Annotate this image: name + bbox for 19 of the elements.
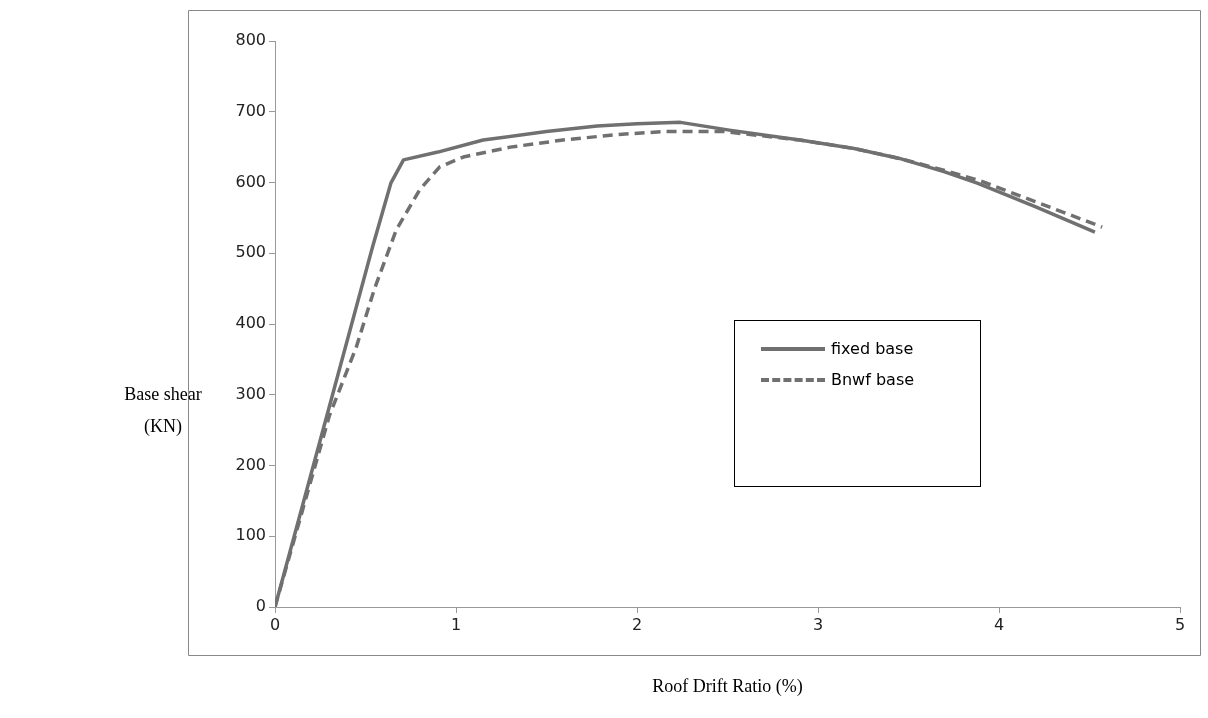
y-tick-label: 400 xyxy=(235,313,266,333)
y-tick-label: 600 xyxy=(235,171,266,191)
x-tick-label: 3 xyxy=(812,614,824,634)
y-tick-label: 0 xyxy=(255,596,266,616)
legend-label: Bnwf base xyxy=(831,370,915,389)
y-tick-label: 300 xyxy=(235,383,266,403)
y-tick-label: 800 xyxy=(235,30,266,50)
y-tick-label: 700 xyxy=(235,100,266,120)
y-tick-label: 100 xyxy=(235,525,266,545)
x-tick-label: 4 xyxy=(993,614,1005,634)
x-tick-label: 1 xyxy=(450,614,462,634)
y-axis-title: Base shear (KN) xyxy=(123,383,203,438)
legend-label: fixed base xyxy=(831,339,914,358)
x-axis-title: Roof Drift Ratio (%) xyxy=(651,676,804,697)
x-tick-label: 2 xyxy=(631,614,643,634)
y-tick-label: 200 xyxy=(235,454,266,474)
y-tick-label: 500 xyxy=(235,242,266,262)
x-tick-label: 5 xyxy=(1174,614,1186,634)
x-tick-label: 0 xyxy=(269,614,281,634)
